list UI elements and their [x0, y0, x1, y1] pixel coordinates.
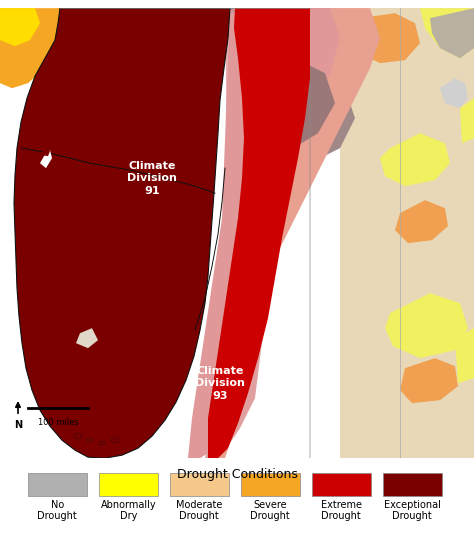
Ellipse shape	[99, 441, 105, 445]
Polygon shape	[188, 8, 340, 458]
FancyBboxPatch shape	[170, 473, 229, 496]
Text: Abnormally
Dry: Abnormally Dry	[100, 500, 156, 522]
FancyBboxPatch shape	[241, 473, 300, 496]
Text: Moderate
Drought: Moderate Drought	[176, 500, 222, 522]
Polygon shape	[355, 13, 420, 63]
Text: Exceptional
Drought: Exceptional Drought	[384, 500, 441, 522]
FancyBboxPatch shape	[27, 473, 87, 496]
Text: N: N	[14, 420, 22, 430]
Text: Climate
Division
93: Climate Division 93	[195, 366, 245, 400]
Polygon shape	[440, 78, 468, 108]
Polygon shape	[380, 133, 450, 186]
Polygon shape	[76, 328, 98, 348]
Polygon shape	[400, 358, 458, 403]
Polygon shape	[208, 8, 310, 458]
Polygon shape	[248, 58, 335, 150]
Polygon shape	[340, 8, 474, 458]
Text: No
Drought: No Drought	[37, 500, 77, 522]
Text: 100 miles: 100 miles	[37, 418, 78, 427]
Polygon shape	[385, 293, 468, 358]
FancyBboxPatch shape	[383, 473, 442, 496]
Text: Climate
Division
91: Climate Division 91	[127, 161, 177, 196]
Polygon shape	[210, 8, 380, 458]
Polygon shape	[42, 148, 50, 156]
Polygon shape	[205, 8, 345, 458]
Ellipse shape	[74, 434, 82, 438]
Ellipse shape	[87, 438, 93, 442]
Polygon shape	[260, 78, 355, 163]
FancyBboxPatch shape	[311, 473, 371, 496]
Polygon shape	[340, 8, 474, 458]
Text: Drought Conditions: Drought Conditions	[176, 468, 298, 481]
Polygon shape	[395, 200, 448, 243]
Polygon shape	[430, 8, 474, 58]
Polygon shape	[225, 8, 360, 388]
Polygon shape	[0, 8, 40, 46]
Polygon shape	[0, 8, 60, 88]
Polygon shape	[420, 8, 474, 58]
Text: Extreme
Drought: Extreme Drought	[321, 500, 362, 522]
FancyBboxPatch shape	[99, 473, 158, 496]
Polygon shape	[14, 8, 230, 458]
Ellipse shape	[111, 438, 119, 443]
Polygon shape	[60, 8, 230, 80]
Polygon shape	[40, 150, 52, 168]
Text: Severe
Drought: Severe Drought	[250, 500, 290, 522]
Polygon shape	[455, 328, 474, 383]
Polygon shape	[460, 98, 474, 143]
